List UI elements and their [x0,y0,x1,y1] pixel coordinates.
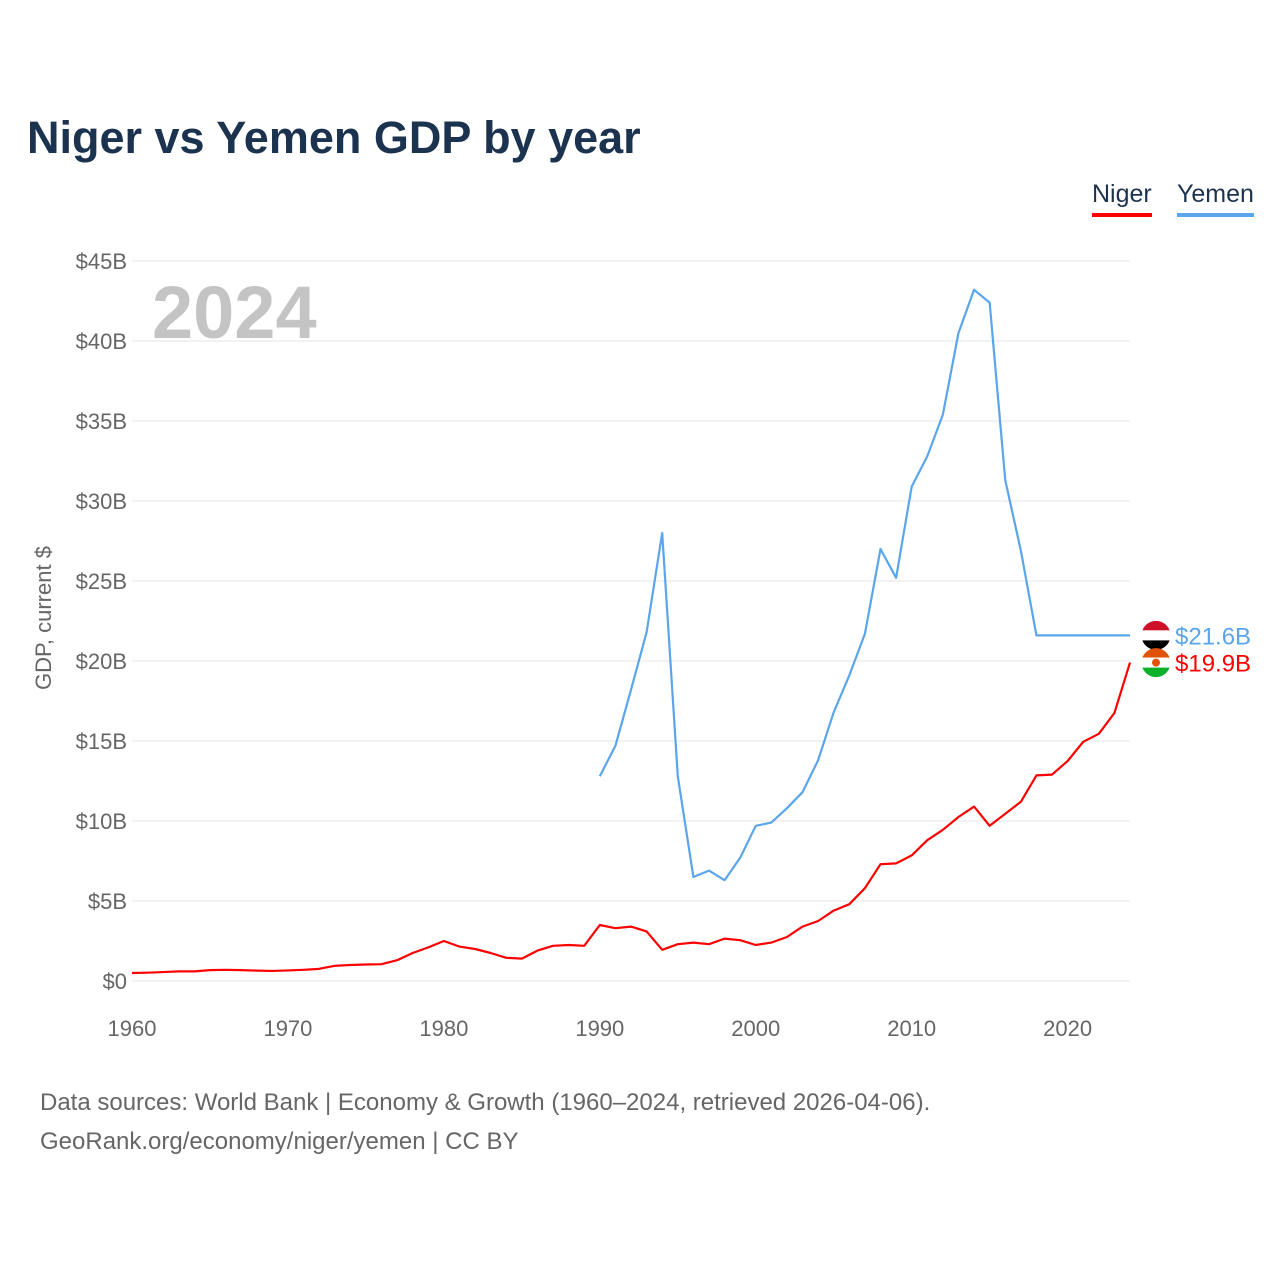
y-tick-label: $40B [76,329,127,354]
niger-end-value: $19.9B [1175,651,1251,678]
source-line-1: Data sources: World Bank | Economy & Gro… [40,1089,931,1116]
x-tick-label: 2020 [1043,1016,1092,1041]
y-tick-label: $15B [76,729,127,754]
y-tick-label: $10B [76,809,127,834]
x-tick-label: 1980 [419,1016,468,1041]
yemen-flag-icon [1141,620,1171,650]
niger-flag-icon [1141,648,1171,678]
y-tick-label: $45B [76,249,127,274]
series-line-niger [131,662,1132,975]
y-tick-label: $25B [76,569,127,594]
source-note: Data sources: World Bank | Economy & Gro… [40,1083,930,1161]
x-tick-label: 1970 [263,1016,312,1041]
y-tick-label: $30B [76,489,127,514]
series-line-yemen [598,288,1130,882]
x-tick-label: 2000 [731,1016,780,1041]
y-tick-label: $5B [88,889,127,914]
x-tick-label: 1990 [575,1016,624,1041]
current-year-label: 2024 [152,271,317,354]
source-line-2[interactable]: GeoRank.org/economy/niger/yemen | CC BY [40,1128,519,1155]
y-tick-label: $20B [76,649,127,674]
legend-niger[interactable]: Niger [1092,180,1152,217]
legend-yemen[interactable]: Yemen [1177,180,1254,217]
x-tick-label: 1960 [108,1016,157,1041]
x-tick-label: 2010 [887,1016,936,1041]
chart-title: Niger vs Yemen GDP by year [27,112,641,163]
y-tick-label: $35B [76,409,127,434]
yemen-end-value: $21.6B [1175,623,1251,650]
y-tick-label: $0 [103,969,127,994]
